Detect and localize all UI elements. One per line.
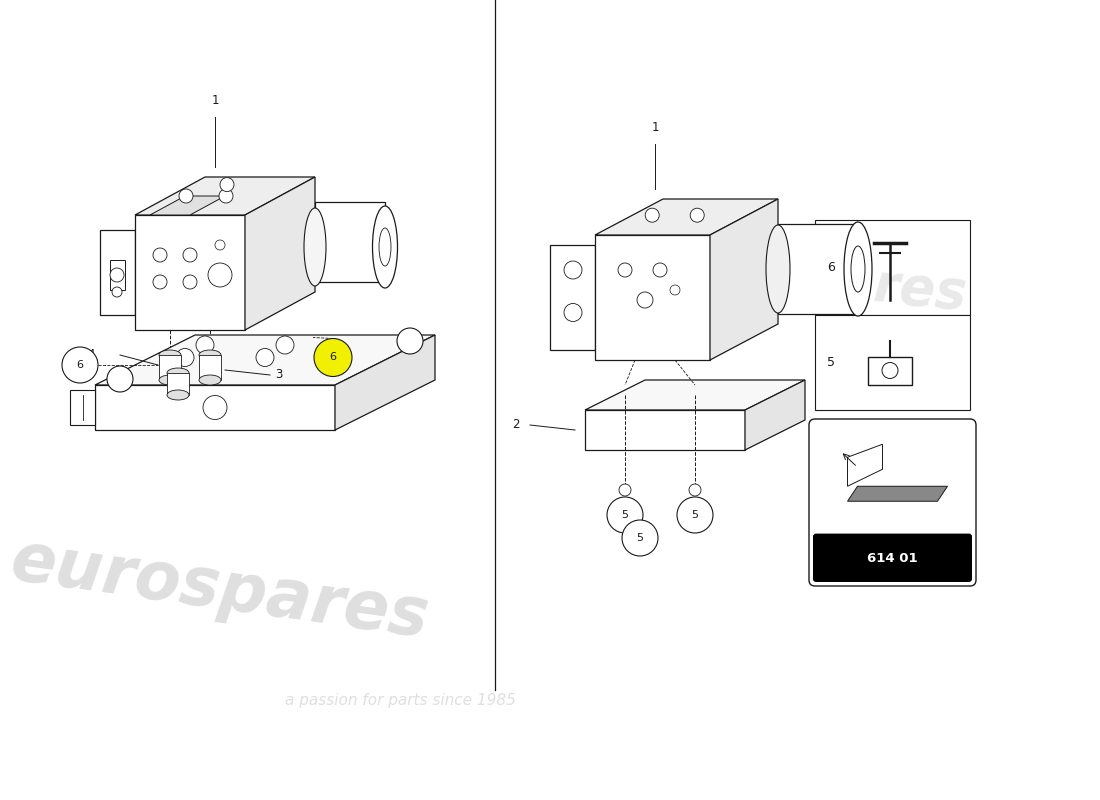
Polygon shape [100,230,135,315]
Polygon shape [585,380,805,410]
Text: 5: 5 [637,533,644,543]
Ellipse shape [160,350,182,360]
Polygon shape [95,335,434,385]
Polygon shape [778,224,858,314]
Text: 5: 5 [692,510,698,520]
Polygon shape [135,177,315,215]
Text: 2: 2 [513,418,520,431]
Circle shape [564,261,582,279]
Polygon shape [847,486,947,502]
Ellipse shape [844,222,872,316]
FancyBboxPatch shape [808,419,976,586]
Ellipse shape [199,350,221,360]
Text: 1: 1 [211,94,219,107]
Circle shape [179,189,192,203]
Circle shape [214,240,225,250]
Circle shape [882,362,898,378]
Ellipse shape [167,368,189,378]
Circle shape [112,287,122,297]
Circle shape [256,349,274,366]
Polygon shape [595,235,710,360]
Polygon shape [745,380,805,450]
Circle shape [690,208,704,222]
Circle shape [219,189,233,203]
Circle shape [653,263,667,277]
Circle shape [208,263,232,287]
Polygon shape [150,196,226,215]
Ellipse shape [160,375,182,385]
Circle shape [176,349,194,366]
FancyBboxPatch shape [813,534,972,582]
Polygon shape [199,355,221,380]
Ellipse shape [304,208,326,286]
Circle shape [183,275,197,289]
Circle shape [618,263,632,277]
Text: 6: 6 [77,360,84,370]
Circle shape [62,347,98,383]
Polygon shape [595,199,778,235]
Polygon shape [550,245,595,350]
Circle shape [619,484,631,496]
Polygon shape [135,215,245,330]
Circle shape [153,275,167,289]
Ellipse shape [379,228,390,266]
Polygon shape [245,177,315,330]
Circle shape [183,248,197,262]
Ellipse shape [851,246,865,292]
Text: 614 01: 614 01 [867,552,917,565]
Circle shape [196,336,214,354]
Text: 4: 4 [88,349,95,362]
Circle shape [689,484,701,496]
Circle shape [676,497,713,533]
Circle shape [646,208,659,222]
Circle shape [564,303,582,322]
Circle shape [397,328,424,354]
Ellipse shape [766,225,790,313]
FancyBboxPatch shape [815,220,970,315]
FancyBboxPatch shape [868,357,912,385]
Circle shape [276,336,294,354]
Polygon shape [315,202,385,282]
Polygon shape [167,373,189,395]
Circle shape [153,248,167,262]
Ellipse shape [167,390,189,400]
Polygon shape [70,390,95,425]
Circle shape [110,268,124,282]
Text: 1: 1 [651,121,659,134]
Circle shape [607,497,644,533]
Polygon shape [585,410,745,450]
Polygon shape [336,335,434,430]
Polygon shape [160,355,182,380]
Circle shape [621,520,658,556]
Circle shape [314,338,352,377]
Text: 3: 3 [275,369,283,382]
Text: 5: 5 [621,510,628,520]
Text: 6: 6 [330,353,337,362]
Polygon shape [110,260,125,290]
Circle shape [637,292,653,308]
Polygon shape [95,385,336,430]
Circle shape [107,366,133,392]
Polygon shape [710,199,778,360]
Ellipse shape [373,206,397,288]
Circle shape [220,178,234,192]
Polygon shape [847,444,882,486]
Text: a passion for parts since 1985: a passion for parts since 1985 [285,693,516,707]
FancyBboxPatch shape [815,315,970,410]
Text: 6: 6 [827,261,835,274]
Text: eurospares: eurospares [7,528,433,652]
Text: 5: 5 [827,356,835,369]
Circle shape [204,395,227,419]
Ellipse shape [199,375,221,385]
Circle shape [670,285,680,295]
Text: eurospares: eurospares [631,239,968,321]
